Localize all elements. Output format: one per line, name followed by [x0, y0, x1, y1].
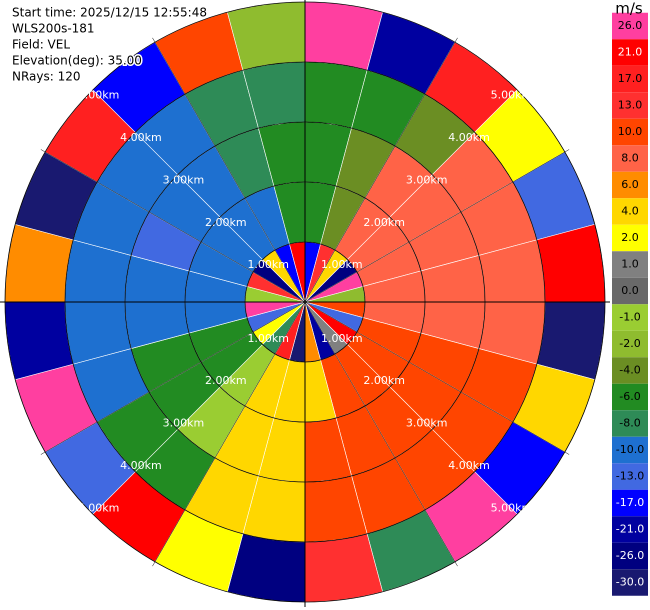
colorbar-tick-label: -21.0 [616, 523, 644, 536]
colorbar-tick-label: -13.0 [616, 470, 644, 483]
radial-line [304, 301, 570, 455]
range-ring-label: 3.00km [163, 417, 205, 430]
colorbar-tick-label: -6.0 [619, 390, 640, 403]
colorbar-swatch [612, 463, 648, 490]
colorbar-tick-label: -30.0 [616, 576, 644, 589]
range-ring-label: 2.00km [205, 374, 247, 387]
range-ring-label: 5.00km [78, 89, 120, 102]
colorbar-tick-label: -1.0 [619, 311, 640, 324]
colorbar-tick-label: -10.0 [616, 443, 644, 456]
range-ring-label: 5.00km [78, 501, 120, 514]
colorbar-tick-label: -26.0 [616, 549, 644, 562]
info-block: Start time: 2025/12/15 12:55:48 WLS200s-1… [11, 4, 209, 85]
colorbar-tick-label: 17.0 [618, 72, 643, 85]
range-ring [64, 61, 546, 543]
range-ring-label: 5.00km [491, 89, 533, 102]
range-ring-label: 1.00km [321, 258, 363, 271]
colorbar-tick-label: -4.0 [619, 364, 640, 377]
colorbar-swatch [612, 357, 648, 384]
colorbar-tick-label: 2.0 [621, 231, 639, 244]
colorbar-tick-label: 8.0 [621, 152, 639, 165]
colorbar-swatch [612, 542, 648, 570]
colorbar-swatch [612, 39, 648, 66]
colorbar-swatch [612, 251, 648, 278]
colorbar-tick-label: 26.0 [618, 19, 643, 32]
colorbar-tick-label: 21.0 [618, 46, 643, 59]
range-ring [4, 1, 606, 603]
radial-line [152, 301, 306, 567]
radial-line [40, 149, 306, 303]
colorbar-swatch [612, 171, 648, 199]
range-ring-label: 1.00km [321, 332, 363, 345]
overlay: 1.00km 1.00km 1.00km 1.00km 2.00km 2.00km 2.00… [0, 0, 610, 607]
colorbar-swatch [612, 489, 648, 517]
colorbar-swatch [612, 516, 648, 543]
colorbar-tick-label: -17.0 [616, 496, 644, 509]
colorbar-tick-label: -8.0 [619, 417, 640, 430]
colorbar-swatch [612, 198, 648, 225]
info-line: NRays: 120 [12, 70, 81, 84]
info-line: Start time: 2025/12/15 12:55:48 [12, 6, 207, 20]
range-ring-label: 2.00km [205, 216, 247, 229]
colorbar-swatch [612, 12, 648, 40]
colorbar-swatch [612, 383, 648, 411]
radial-line [304, 149, 570, 303]
colorbar-swatch [612, 145, 648, 172]
colorbar-swatch [612, 224, 648, 252]
colorbar-tick-label: 0.0 [621, 284, 639, 297]
colorbar-swatch [612, 92, 648, 119]
colorbar-unit: m/s [615, 0, 643, 18]
colorbar-tick-label: -2.0 [619, 337, 640, 350]
range-ring [184, 181, 426, 423]
colorbar-swatch [612, 410, 648, 437]
colorbar: 26.0 21.0 17.0 13.0 10.0 8.0 6.0 4.0 2.0 1.0 0.0 -1… [612, 12, 648, 596]
range-ring-label: 4.00km [448, 131, 490, 144]
colorbar-tick-label: 6.0 [621, 178, 639, 191]
colorbar-tick-label: 13.0 [618, 99, 643, 112]
colorbar-swatch [612, 569, 648, 596]
radial-line [152, 37, 306, 303]
radial-line [304, 301, 458, 567]
radial-line [304, 37, 458, 303]
colorbar-tick-label: 4.0 [621, 205, 639, 218]
info-line: WLS200s-181 [12, 22, 95, 36]
radial-line [40, 301, 306, 455]
range-ring-label: 1.00km [247, 258, 289, 271]
colorbar-swatch [612, 304, 648, 331]
range-ring-label: 3.00km [163, 173, 205, 186]
range-ring-label: 4.00km [120, 131, 162, 144]
info-line: Field: VEL [12, 38, 70, 52]
colorbar-swatch [612, 330, 648, 358]
range-ring [244, 241, 366, 363]
colorbar-swatch [612, 277, 648, 305]
colorbar-swatch [612, 436, 648, 464]
range-ring-label: 1.00km [247, 332, 289, 345]
range-ring-label: 3.00km [406, 173, 448, 186]
range-ring-label: 3.00km [406, 417, 448, 430]
range-ring [124, 121, 486, 483]
colorbar-swatch [612, 65, 648, 93]
range-ring-label: 4.00km [120, 459, 162, 472]
colorbar-tick-label: 1.0 [621, 258, 639, 271]
range-ring-label: 2.00km [363, 216, 405, 229]
info-line: Elevation(deg): 35.00 [12, 54, 142, 68]
range-ring-label: 5.00km [491, 501, 533, 514]
colorbar-swatch [612, 118, 648, 146]
range-ring-label: 2.00km [363, 374, 405, 387]
range-ring-label: 4.00km [448, 459, 490, 472]
colorbar-tick-label: 10.0 [618, 125, 643, 138]
